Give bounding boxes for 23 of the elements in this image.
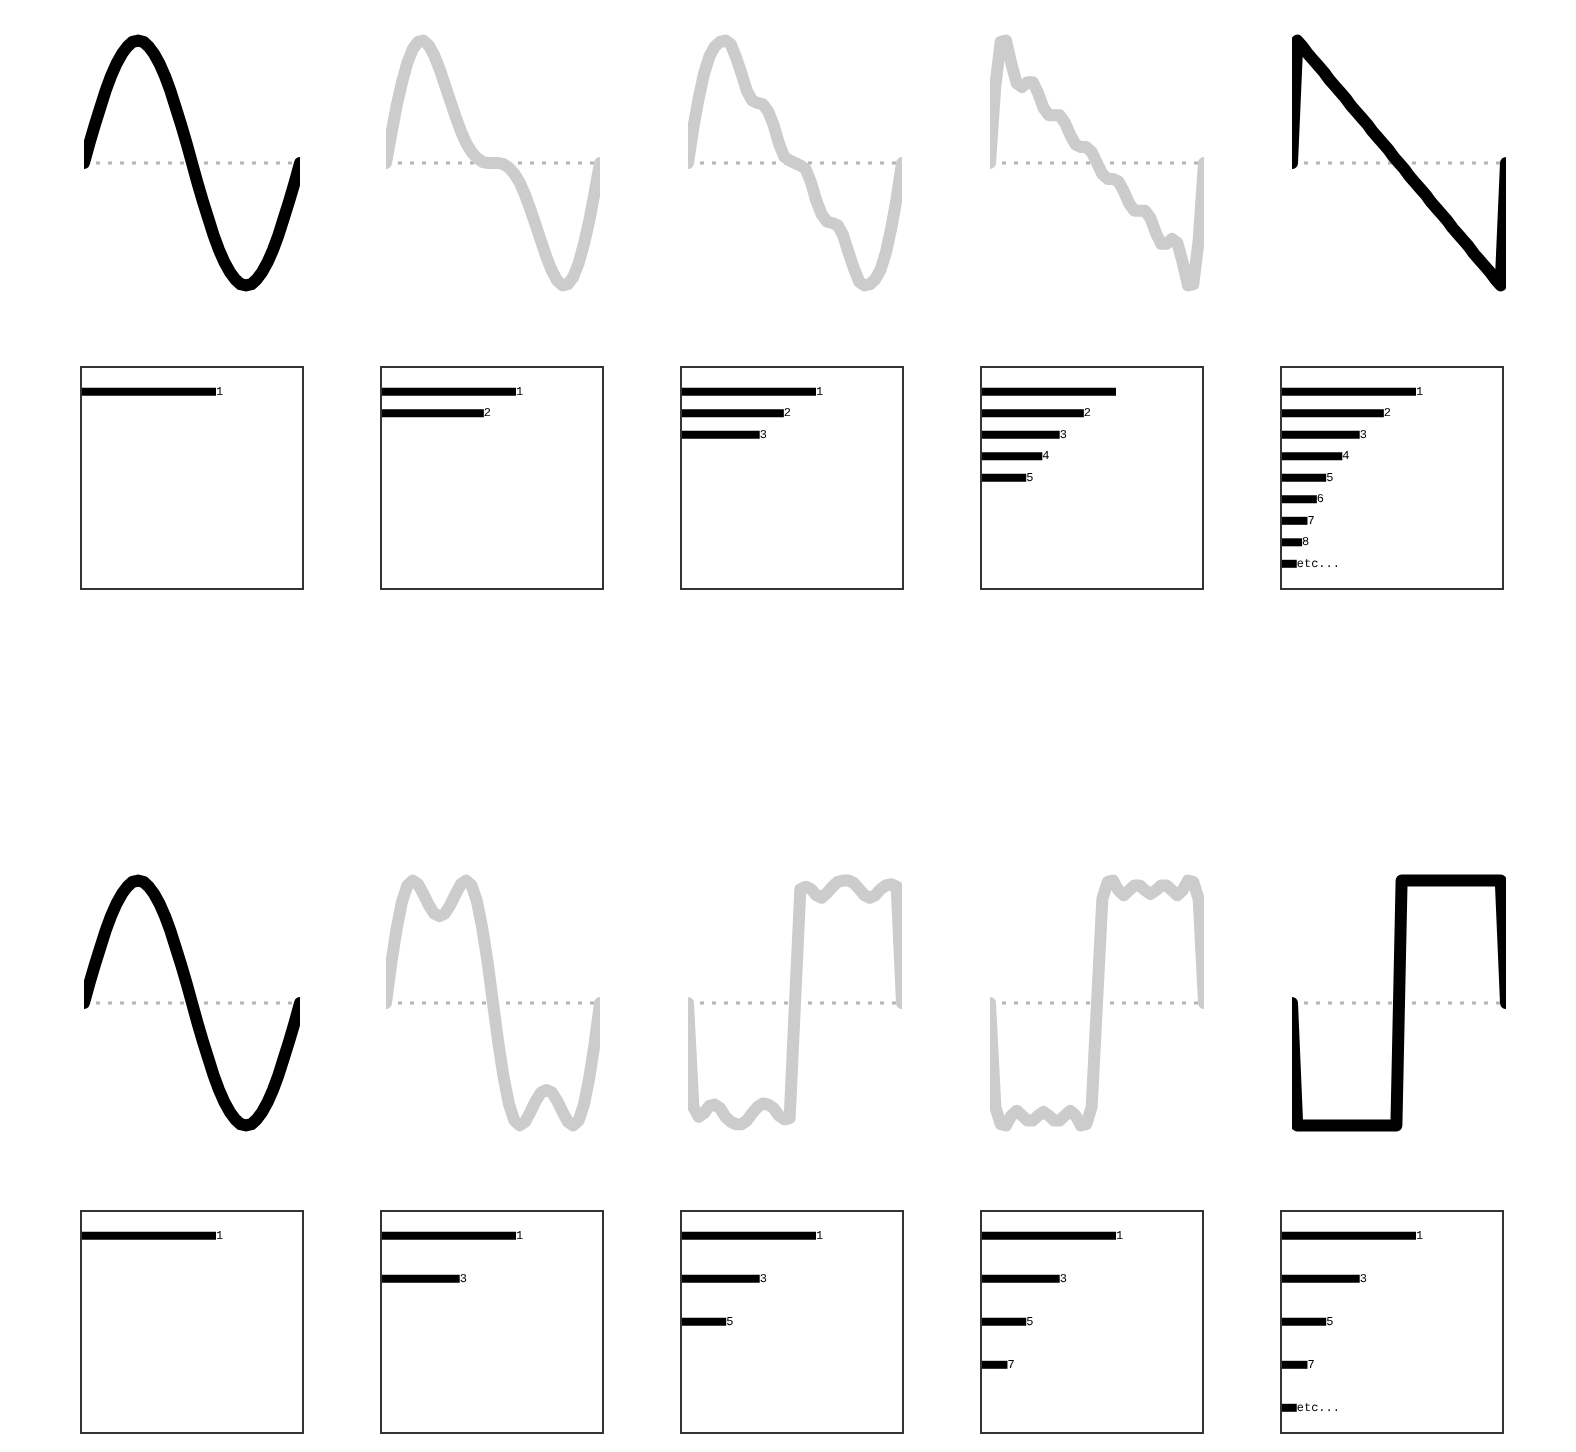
bar	[1282, 559, 1297, 568]
bar	[982, 452, 1043, 461]
bar	[982, 1360, 1008, 1369]
bar	[1282, 538, 1303, 547]
bar	[1282, 387, 1416, 396]
bar	[1282, 452, 1343, 461]
bar	[1282, 1231, 1416, 1240]
bar	[1282, 1317, 1327, 1326]
bar	[982, 430, 1060, 439]
bar	[982, 409, 1084, 418]
bar	[1282, 495, 1317, 504]
bar	[1282, 473, 1327, 482]
bar	[1282, 1403, 1297, 1412]
bar	[1282, 430, 1360, 439]
bar	[1282, 409, 1384, 418]
bar	[1282, 1360, 1308, 1369]
bar	[1282, 516, 1308, 525]
bar	[982, 1317, 1027, 1326]
bar	[982, 387, 1116, 396]
bar	[982, 1274, 1060, 1283]
bar	[982, 473, 1027, 482]
bar	[982, 1231, 1116, 1240]
bar	[1282, 1274, 1360, 1283]
